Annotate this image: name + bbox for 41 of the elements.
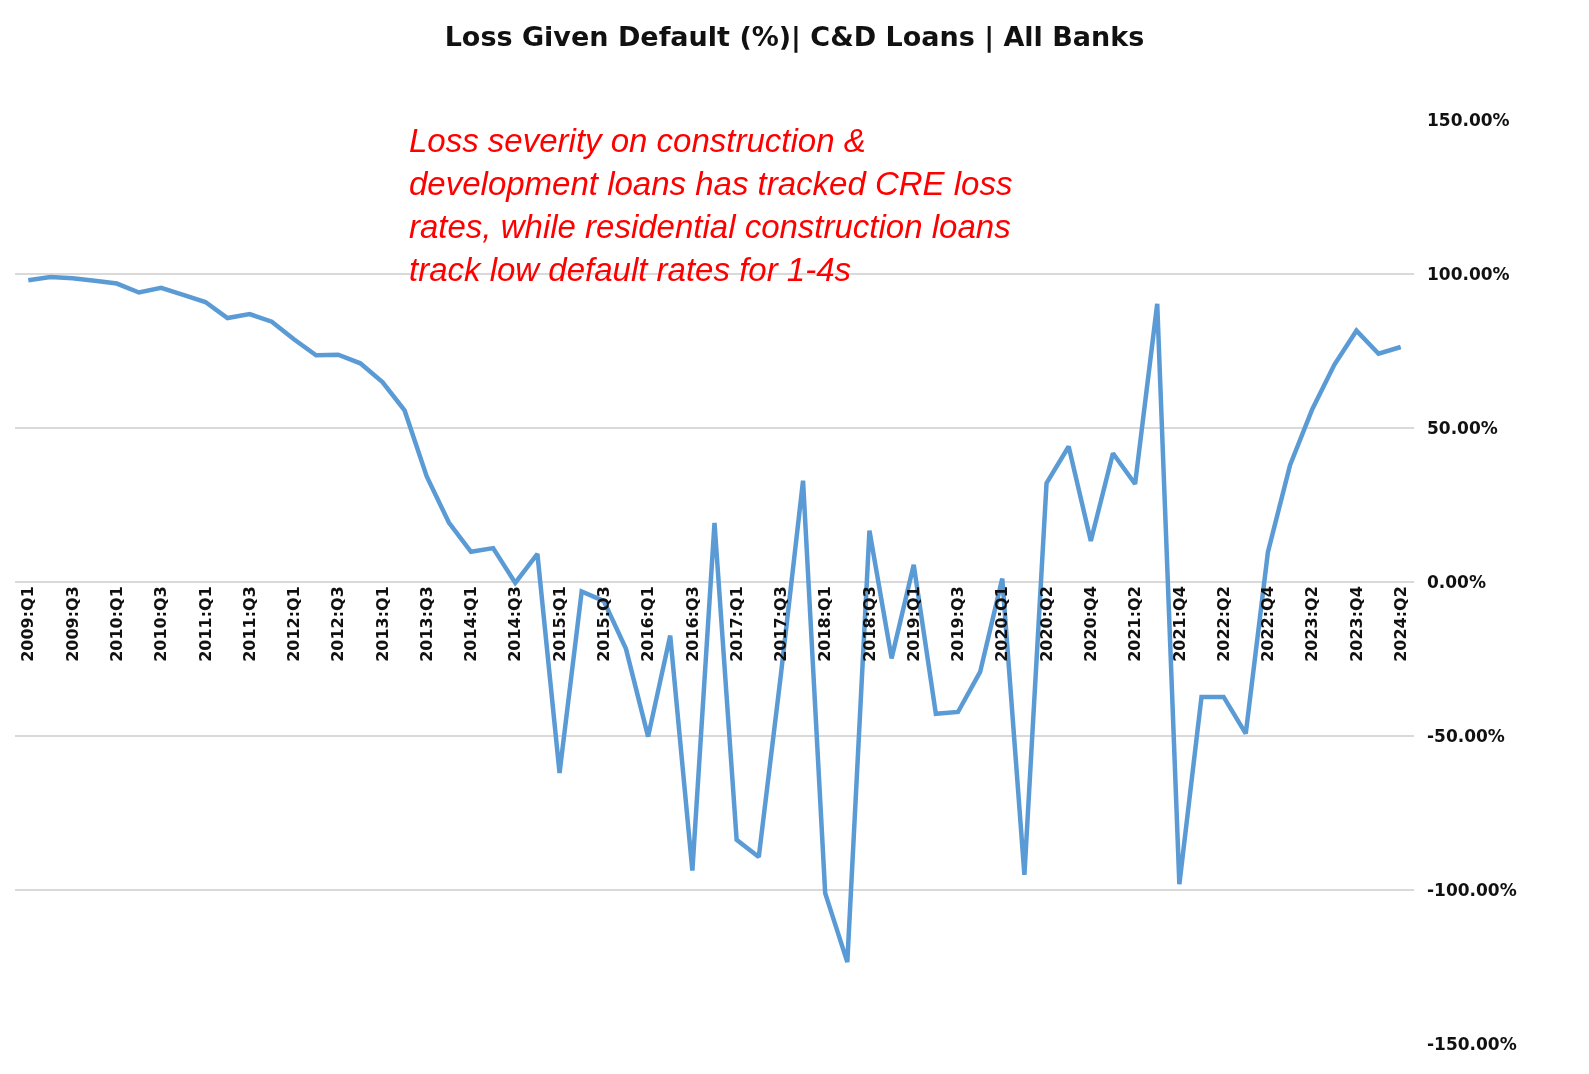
chart-title: Loss Given Default (%)| C&D Loans | All Banks bbox=[444, 20, 1145, 53]
x-tick-label: 2009:Q3 bbox=[62, 586, 82, 662]
y-tick-label: 50.00% bbox=[1427, 417, 1498, 438]
x-tick-label: 2020:Q4 bbox=[1081, 586, 1101, 662]
x-tick-label: 2014:Q3 bbox=[505, 586, 525, 662]
x-tick-label: 2012:Q3 bbox=[328, 586, 348, 662]
x-tick-label: 2020:Q1 bbox=[992, 586, 1012, 662]
x-tick-label: 2024:Q2 bbox=[1390, 586, 1410, 662]
x-tick-label: 2019:Q1 bbox=[903, 586, 923, 662]
x-tick-label: 2018:Q1 bbox=[815, 586, 835, 662]
x-tick-label: 2017:Q1 bbox=[726, 586, 746, 662]
x-tick-label: 2016:Q3 bbox=[682, 586, 702, 662]
y-tick-label: -100.00% bbox=[1427, 879, 1517, 900]
x-tick-label: 2020:Q2 bbox=[1036, 586, 1056, 662]
x-tick-label: 2022:Q4 bbox=[1258, 586, 1278, 662]
y-tick-label: 150.00% bbox=[1427, 109, 1510, 130]
x-tick-label: 2012:Q1 bbox=[284, 586, 304, 662]
x-tick-label: 2021:Q4 bbox=[1169, 586, 1189, 662]
y-tick-label: -150.00% bbox=[1427, 1033, 1517, 1054]
x-tick-label: 2016:Q1 bbox=[638, 586, 658, 662]
x-tick-label: 2011:Q3 bbox=[239, 586, 259, 662]
x-tick-label: 2023:Q2 bbox=[1302, 586, 1322, 662]
x-tick-label: 2022:Q2 bbox=[1213, 586, 1233, 662]
x-tick-label: 2023:Q4 bbox=[1346, 586, 1366, 662]
x-tick-label: 2011:Q1 bbox=[195, 586, 215, 662]
x-tick-label: 2010:Q1 bbox=[107, 586, 127, 662]
x-tick-label: 2015:Q1 bbox=[549, 586, 569, 662]
x-tick-label: 2021:Q2 bbox=[1125, 586, 1145, 662]
x-tick-label: 2019:Q3 bbox=[948, 586, 968, 662]
annotation: Loss severity on construction & development loans has tracked CRE loss rates, while residential construction loans track low default rates for 1-4s bbox=[409, 122, 1013, 288]
x-tick-label: 2013:Q1 bbox=[372, 586, 392, 662]
y-tick-label: 100.00% bbox=[1427, 263, 1510, 284]
x-tick-label: 2015:Q3 bbox=[594, 586, 614, 662]
x-tick-label: 2017:Q3 bbox=[771, 586, 791, 662]
x-tick-label: 2013:Q3 bbox=[416, 586, 436, 662]
x-tick-label: 2010:Q3 bbox=[151, 586, 171, 662]
x-tick-label: 2014:Q1 bbox=[461, 586, 481, 662]
x-tick-label: 2009:Q1 bbox=[18, 586, 38, 662]
y-tick-label: -50.00% bbox=[1427, 725, 1505, 746]
y-tick-label: 0.00% bbox=[1427, 571, 1486, 592]
x-tick-label: 2018:Q3 bbox=[859, 586, 879, 662]
